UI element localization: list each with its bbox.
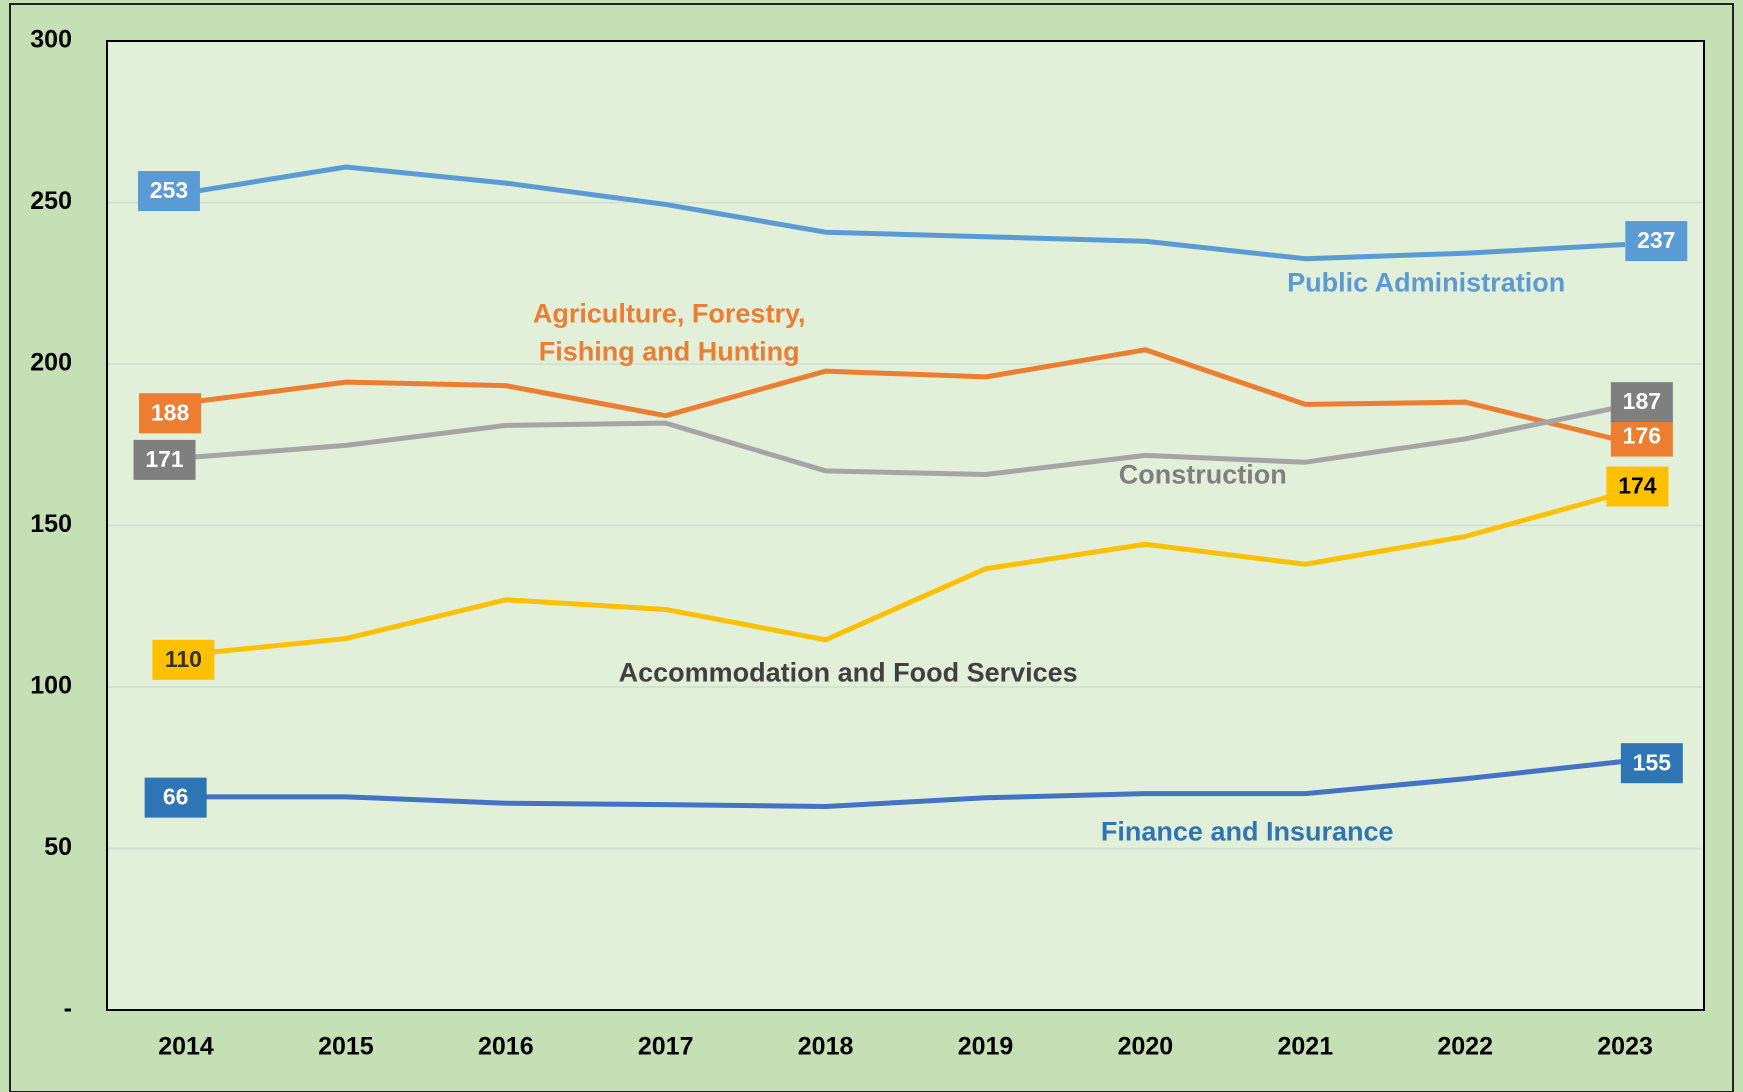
x-tick-label: 2018 [798, 1033, 854, 1061]
series-label: Construction [1119, 460, 1287, 490]
value-label-box [139, 393, 202, 434]
value-label-box [1620, 743, 1683, 784]
value-label: 155 [1633, 749, 1672, 775]
series-label: Agriculture, Forestry, Fishing and Huntin… [533, 299, 806, 367]
x-tick-label: 2015 [318, 1033, 374, 1061]
value-label-box [137, 171, 200, 212]
y-tick-label: - [64, 995, 72, 1023]
series-line [186, 758, 1626, 810]
value-label-box [1606, 466, 1669, 507]
value-label: 237 [1637, 227, 1675, 253]
value-label: 176 [1623, 423, 1661, 449]
x-tick-label: 2023 [1597, 1033, 1653, 1061]
value-label-box [1610, 382, 1673, 423]
plot-border [106, 40, 1705, 1011]
series-label: Public Administration [1287, 268, 1565, 298]
x-tick-label: 2017 [638, 1033, 694, 1061]
value-label: 66 [163, 784, 189, 810]
series-label: Finance and Insurance [1101, 816, 1394, 846]
y-tick-label: 150 [30, 510, 72, 538]
series-label: Accommodation and Food Services [619, 657, 1078, 687]
y-tick-label: 100 [30, 672, 72, 700]
y-tick-label: 50 [44, 833, 72, 861]
value-label: 187 [1623, 388, 1661, 414]
x-tick-label: 2021 [1277, 1033, 1333, 1061]
y-tick-label: 250 [30, 187, 72, 215]
value-label: 188 [151, 399, 190, 425]
x-tick-label: 2020 [1118, 1033, 1174, 1061]
x-tick-label: 2022 [1437, 1033, 1493, 1061]
x-tick-label: 2019 [958, 1033, 1014, 1061]
series-line [185, 347, 1626, 444]
value-label-box [1610, 416, 1673, 457]
value-label: 174 [1618, 473, 1657, 499]
value-label-box [152, 639, 215, 680]
value-label-box [1625, 221, 1688, 262]
x-tick-label: 2014 [158, 1033, 214, 1061]
series-line [185, 489, 1626, 658]
value-label: 253 [150, 177, 188, 203]
x-tick-label: 2016 [478, 1033, 534, 1061]
series-line [185, 164, 1626, 262]
y-tick-label: 200 [30, 349, 72, 377]
value-label: 171 [145, 446, 184, 472]
value-label-box [133, 439, 196, 480]
series-line [185, 403, 1626, 477]
value-label-box [144, 777, 207, 818]
y-tick-label: 300 [30, 26, 72, 54]
value-label: 110 [165, 646, 202, 672]
